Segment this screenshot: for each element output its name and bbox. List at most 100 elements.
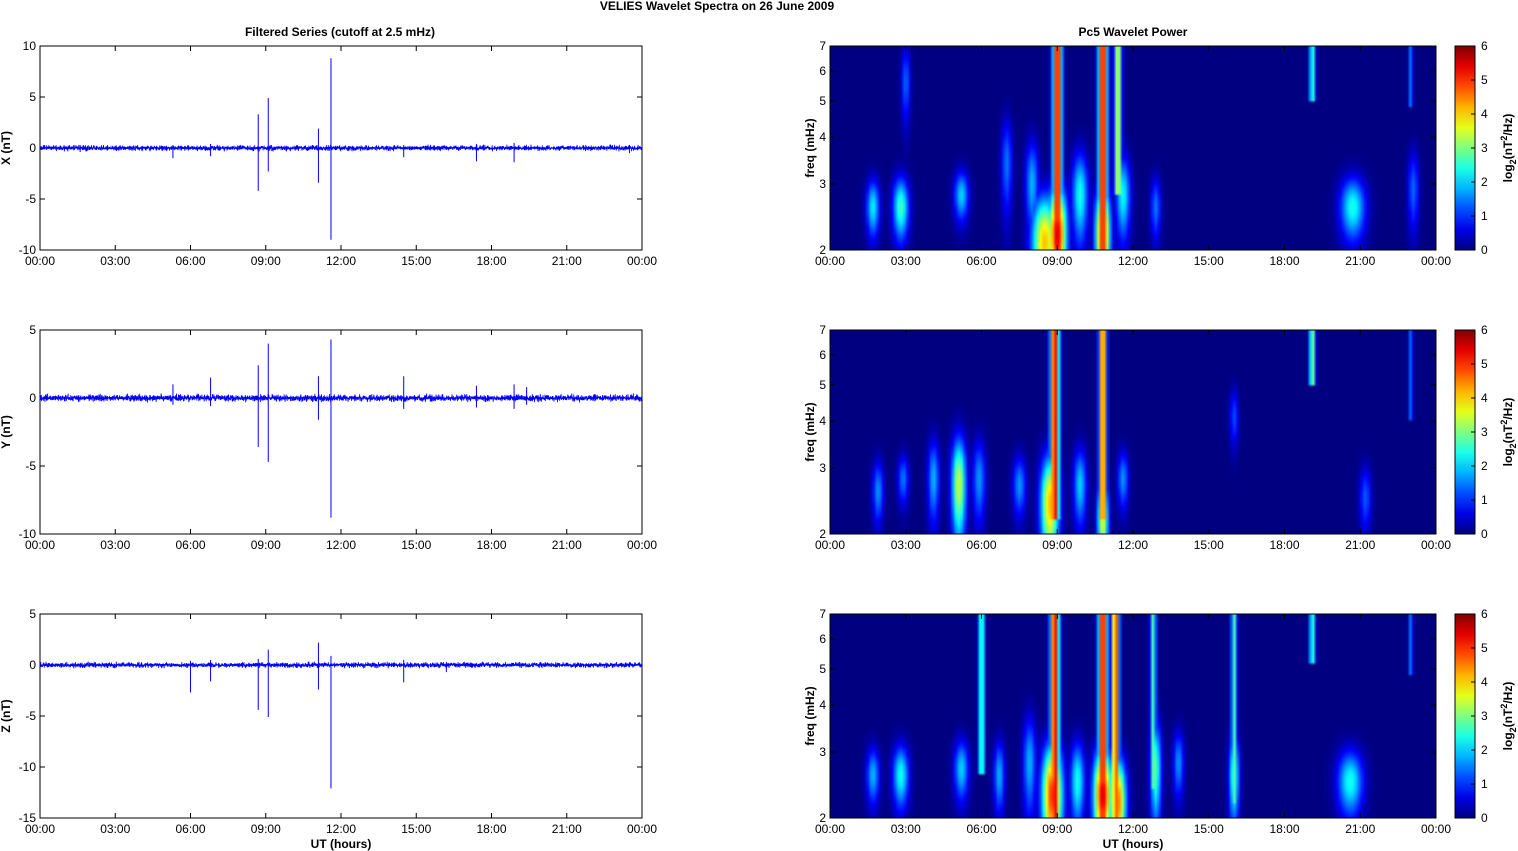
colorbar-label: log2(nT2/Hz) (1499, 114, 1518, 183)
trace-line-x-series (39, 144, 643, 152)
y-tick-label: 3 (819, 177, 826, 191)
x-tick-label: 12:00 (326, 822, 356, 836)
colorbar-tick-label: 3 (1481, 709, 1488, 723)
colorbar-tick-label: 1 (1481, 493, 1488, 507)
x-tick-label: 12:00 (1118, 538, 1148, 552)
y-axis-label: freq (mHz) (803, 118, 817, 177)
colorbar-tick-label: 0 (1481, 527, 1488, 541)
y-tick-label: -10 (19, 760, 37, 774)
x-tick-label: 06:00 (175, 822, 205, 836)
x-tick-label: 00:00 (627, 538, 657, 552)
y-tick-label: 5 (819, 662, 826, 676)
y-tick-label: 2 (819, 243, 826, 257)
colorbar-tick-label: 5 (1481, 73, 1488, 87)
x-tick-label: 03:00 (100, 822, 130, 836)
colorbar-label: log2(nT2/Hz) (1499, 398, 1518, 467)
y-tick-label: 6 (819, 348, 826, 362)
y-tick-label: -10 (19, 527, 37, 541)
y-axis-label: Y (nT) (0, 415, 13, 449)
y-tick-label: 7 (819, 607, 826, 621)
y-tick-label: 5 (29, 90, 36, 104)
colorbar-tick-label: 4 (1481, 675, 1488, 689)
x-tick-label: 18:00 (1269, 538, 1299, 552)
x-tick-label: 15:00 (401, 254, 431, 268)
y-tick-label: -5 (25, 459, 36, 473)
x-tick-label: 15:00 (401, 822, 431, 836)
wavelet-power-image-z-power (830, 614, 1436, 818)
wavelet-power-image-y-power (830, 330, 1436, 534)
x-tick-label: 00:00 (25, 822, 55, 836)
colorbar-tick-label: 2 (1481, 175, 1488, 189)
x-tick-label: 00:00 (1421, 254, 1451, 268)
axes-frame-y-series (39, 329, 643, 535)
x-tick-label: 03:00 (891, 822, 921, 836)
x-axis-label: UT (hours) (311, 837, 372, 851)
x-tick-label: 09:00 (251, 254, 281, 268)
x-tick-label: 18:00 (476, 822, 506, 836)
y-tick-label: 2 (819, 811, 826, 825)
colorbar-tick-label: 3 (1481, 425, 1488, 439)
y-tick-label: 0 (29, 141, 36, 155)
colorbar-tick-label: 6 (1481, 323, 1488, 337)
x-tick-label: 00:00 (1421, 822, 1451, 836)
x-tick-label: 18:00 (1269, 822, 1299, 836)
y-tick-label: 0 (29, 658, 36, 672)
y-tick-label: -5 (25, 709, 36, 723)
x-tick-label: 09:00 (251, 822, 281, 836)
colorbar-tick-label: 1 (1481, 777, 1488, 791)
x-tick-label: 09:00 (1042, 822, 1072, 836)
colorbar-tick-label: 5 (1481, 357, 1488, 371)
colorbar-tick-label: 2 (1481, 743, 1488, 757)
x-axis-label: UT (hours) (1103, 837, 1164, 851)
x-tick-label: 18:00 (1269, 254, 1299, 268)
x-tick-label: 15:00 (1194, 538, 1224, 552)
x-tick-label: 09:00 (251, 538, 281, 552)
x-tick-label: 12:00 (326, 538, 356, 552)
colorbar-tick-label: 3 (1481, 141, 1488, 155)
y-axis-label: X (nT) (0, 131, 13, 165)
x-tick-label: 00:00 (815, 254, 845, 268)
x-tick-label: 00:00 (1421, 538, 1451, 552)
y-axis-label: freq (mHz) (803, 402, 817, 461)
trace-line-z-series (39, 661, 643, 669)
y-axis-label: freq (mHz) (803, 686, 817, 745)
y-tick-label: 6 (819, 64, 826, 78)
x-tick-label: 06:00 (966, 254, 996, 268)
y-tick-label: 7 (819, 39, 826, 53)
y-tick-label: 6 (819, 632, 826, 646)
x-tick-label: 21:00 (1345, 538, 1375, 552)
x-tick-label: 21:00 (1345, 822, 1375, 836)
x-tick-label: 21:00 (1345, 254, 1375, 268)
right-column-title: Pc5 Wavelet Power (1079, 25, 1188, 39)
x-tick-label: 21:00 (552, 822, 582, 836)
y-tick-label: 3 (819, 461, 826, 475)
x-tick-label: 06:00 (175, 538, 205, 552)
y-tick-label: 7 (819, 323, 826, 337)
x-tick-label: 00:00 (627, 254, 657, 268)
x-tick-label: 15:00 (1194, 822, 1224, 836)
x-tick-label: 06:00 (175, 254, 205, 268)
y-tick-label: 5 (819, 94, 826, 108)
trace-line-y-series (39, 393, 643, 403)
x-tick-label: 00:00 (815, 538, 845, 552)
x-tick-label: 15:00 (1194, 254, 1224, 268)
x-tick-label: 00:00 (815, 822, 845, 836)
x-tick-label: 03:00 (100, 538, 130, 552)
colorbar-tick-label: 2 (1481, 459, 1488, 473)
colorbar-tick-label: 1 (1481, 209, 1488, 223)
x-tick-label: 09:00 (1042, 254, 1072, 268)
colorbar-label: log2(nT2/Hz) (1499, 682, 1518, 751)
x-tick-label: 06:00 (966, 822, 996, 836)
y-tick-label: 5 (29, 323, 36, 337)
x-tick-label: 00:00 (25, 538, 55, 552)
y-tick-label: 0 (29, 391, 36, 405)
y-tick-label: 5 (29, 607, 36, 621)
wavelet-power-image-x-power (830, 46, 1436, 250)
x-tick-label: 18:00 (476, 538, 506, 552)
colorbar-tick-label: 4 (1481, 391, 1488, 405)
y-axis-label: Z (nT) (0, 699, 13, 732)
y-tick-label: 4 (819, 414, 826, 428)
y-tick-label: 2 (819, 527, 826, 541)
y-tick-label: 3 (819, 745, 826, 759)
